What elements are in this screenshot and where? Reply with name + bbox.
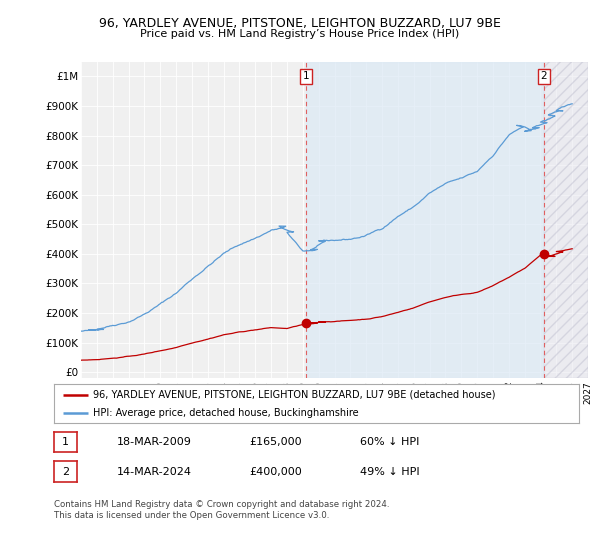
- Bar: [306, 62, 544, 378]
- Bar: [544, 62, 588, 378]
- Text: Price paid vs. HM Land Registry’s House Price Index (HPI): Price paid vs. HM Land Registry’s House …: [140, 29, 460, 39]
- Text: 18-MAR-2009: 18-MAR-2009: [117, 437, 192, 447]
- Text: 2: 2: [62, 466, 69, 477]
- Text: £165,000: £165,000: [249, 437, 302, 447]
- Text: 60% ↓ HPI: 60% ↓ HPI: [360, 437, 419, 447]
- Text: 14-MAR-2024: 14-MAR-2024: [117, 466, 192, 477]
- Text: £400,000: £400,000: [249, 466, 302, 477]
- Text: 1: 1: [62, 437, 69, 447]
- Text: HPI: Average price, detached house, Buckinghamshire: HPI: Average price, detached house, Buck…: [94, 408, 359, 418]
- Text: 96, YARDLEY AVENUE, PITSTONE, LEIGHTON BUZZARD, LU7 9BE: 96, YARDLEY AVENUE, PITSTONE, LEIGHTON B…: [99, 17, 501, 30]
- Bar: [544, 62, 588, 378]
- Text: 2: 2: [541, 71, 547, 81]
- Text: 96, YARDLEY AVENUE, PITSTONE, LEIGHTON BUZZARD, LU7 9BE (detached house): 96, YARDLEY AVENUE, PITSTONE, LEIGHTON B…: [94, 390, 496, 400]
- Text: Contains HM Land Registry data © Crown copyright and database right 2024.
This d: Contains HM Land Registry data © Crown c…: [54, 500, 389, 520]
- Text: 1: 1: [303, 71, 310, 81]
- Text: 49% ↓ HPI: 49% ↓ HPI: [360, 466, 419, 477]
